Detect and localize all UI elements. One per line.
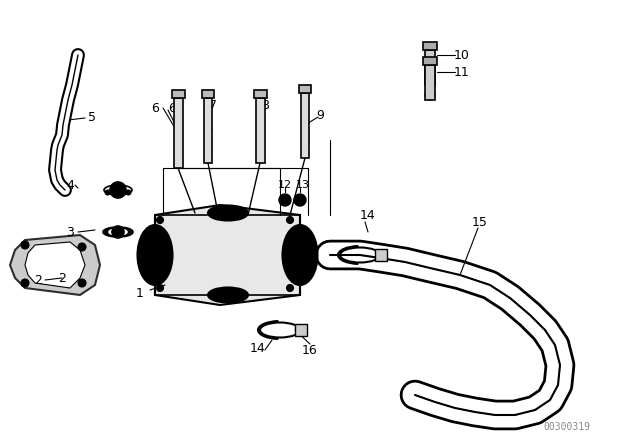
Text: 13: 13: [296, 180, 310, 190]
Polygon shape: [25, 242, 85, 288]
Circle shape: [78, 243, 86, 251]
Circle shape: [21, 241, 29, 249]
Ellipse shape: [103, 227, 133, 237]
Circle shape: [110, 182, 126, 198]
Text: 3: 3: [66, 225, 74, 238]
Circle shape: [157, 216, 163, 224]
Circle shape: [425, 75, 435, 85]
Bar: [172, 90, 185, 98]
Polygon shape: [155, 205, 300, 305]
Bar: [202, 90, 214, 98]
Bar: [425, 50, 435, 85]
Polygon shape: [10, 235, 100, 295]
Text: 14: 14: [250, 341, 266, 354]
Text: 14: 14: [360, 208, 376, 221]
Text: 7: 7: [209, 99, 217, 112]
Text: 15: 15: [472, 215, 488, 228]
Bar: [299, 85, 311, 93]
Bar: [375, 249, 387, 261]
Ellipse shape: [150, 246, 160, 264]
Text: 6: 6: [168, 102, 176, 115]
Bar: [256, 98, 265, 163]
Text: 4: 4: [66, 178, 74, 191]
Ellipse shape: [295, 246, 305, 264]
Circle shape: [105, 190, 110, 195]
Ellipse shape: [138, 225, 173, 285]
Bar: [204, 98, 212, 163]
Circle shape: [112, 226, 124, 238]
Text: 1: 1: [136, 287, 144, 300]
Ellipse shape: [109, 229, 127, 235]
Ellipse shape: [144, 235, 166, 275]
Circle shape: [294, 194, 306, 206]
Circle shape: [157, 284, 163, 292]
Ellipse shape: [289, 235, 311, 275]
Circle shape: [21, 279, 29, 287]
Text: 12: 12: [278, 180, 292, 190]
Circle shape: [279, 194, 291, 206]
Text: 5: 5: [88, 111, 96, 124]
Ellipse shape: [208, 206, 248, 220]
Circle shape: [115, 182, 120, 188]
Bar: [295, 324, 307, 336]
Text: 11: 11: [454, 65, 470, 78]
Circle shape: [126, 190, 131, 195]
Bar: [423, 57, 437, 65]
Ellipse shape: [208, 288, 248, 302]
Circle shape: [287, 216, 294, 224]
Circle shape: [287, 284, 294, 292]
Text: 16: 16: [302, 344, 318, 357]
Bar: [254, 90, 267, 98]
Text: 9: 9: [316, 108, 324, 121]
Text: 6: 6: [151, 102, 159, 115]
Circle shape: [78, 279, 86, 287]
Bar: [174, 98, 183, 168]
Ellipse shape: [216, 208, 241, 217]
Bar: [301, 93, 309, 158]
Bar: [425, 65, 435, 100]
Bar: [423, 42, 437, 50]
Ellipse shape: [282, 225, 317, 285]
Text: 8: 8: [261, 99, 269, 112]
Text: 00300319: 00300319: [543, 422, 590, 432]
Ellipse shape: [216, 290, 241, 300]
Text: 2: 2: [34, 273, 42, 287]
Text: 2: 2: [58, 271, 66, 284]
Circle shape: [425, 90, 435, 100]
Text: 10: 10: [454, 48, 470, 61]
